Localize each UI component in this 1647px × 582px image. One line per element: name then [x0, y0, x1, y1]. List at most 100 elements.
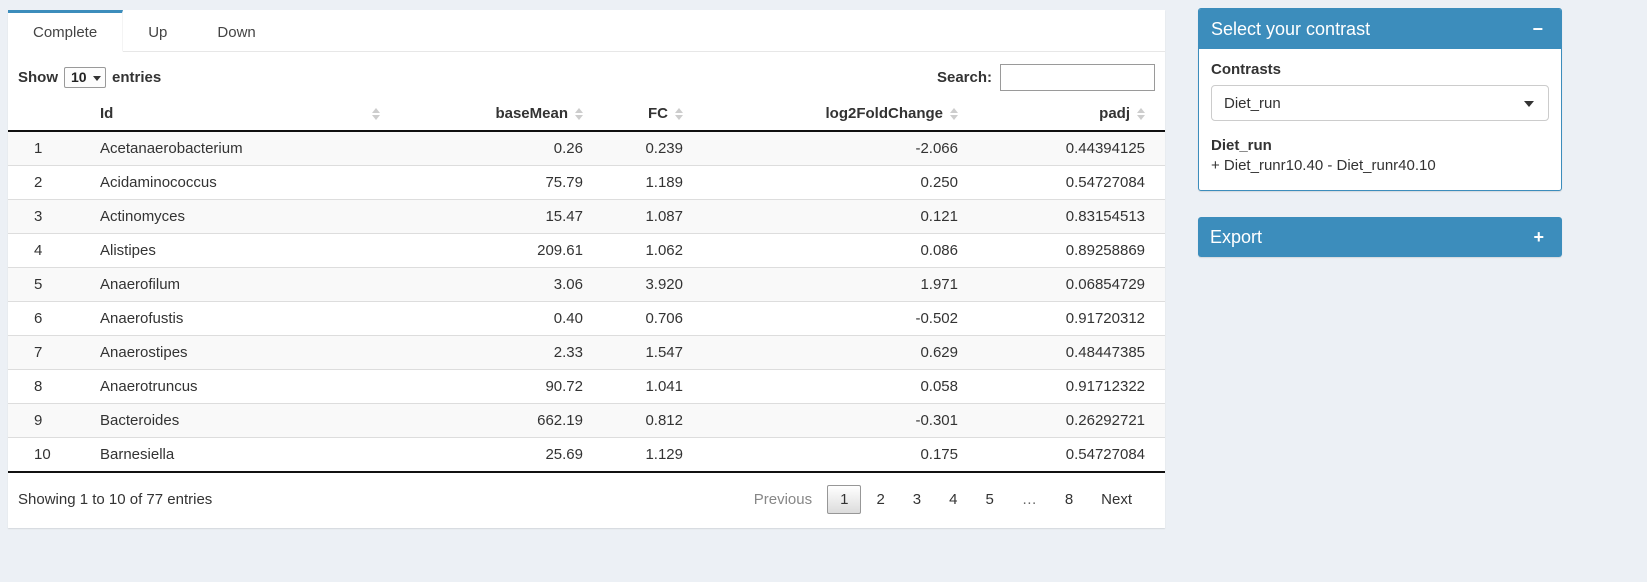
- column-header-basemean[interactable]: baseMean: [390, 99, 593, 132]
- sidebar: Select your contrast − Contrasts Diet_ru…: [1198, 8, 1562, 283]
- pagination-page[interactable]: 2: [876, 491, 885, 508]
- row-index: 9: [8, 403, 90, 438]
- cell-log2foldchange: -2.066: [693, 131, 968, 166]
- cell-id: Acidaminococcus: [90, 165, 390, 200]
- pagination-page[interactable]: 5: [985, 491, 994, 508]
- cell-fc: 1.189: [593, 165, 693, 200]
- table-row[interactable]: 9 Bacteroides 662.19 0.812 -0.301 0.26292721: [8, 403, 1165, 438]
- cell-fc: 1.547: [593, 335, 693, 370]
- page: Complete Up Down Show 10 entries Search:: [8, 8, 1562, 528]
- cell-id: Alistipes: [90, 233, 390, 268]
- column-header-id[interactable]: Id: [90, 99, 390, 132]
- cell-fc: 1.129: [593, 437, 693, 473]
- cell-id: Bacteroides: [90, 403, 390, 438]
- page-length-select[interactable]: 10: [64, 67, 106, 88]
- cell-fc: 0.706: [593, 301, 693, 336]
- datatable-controls: Show 10 entries Search:: [8, 62, 1165, 99]
- row-index: 3: [8, 199, 90, 234]
- column-header-log2foldchange[interactable]: log2FoldChange: [693, 99, 968, 132]
- row-index: 5: [8, 267, 90, 302]
- table-row[interactable]: 3 Actinomyces 15.47 1.087 0.121 0.83154513: [8, 199, 1165, 234]
- column-label: baseMean: [495, 105, 568, 122]
- column-header-padj[interactable]: padj: [968, 99, 1165, 132]
- results-table: Id baseMean FC: [8, 99, 1165, 473]
- sort-icon: [950, 107, 958, 120]
- cell-padj: 0.89258869: [968, 233, 1165, 268]
- cell-padj: 0.48447385: [968, 335, 1165, 370]
- row-index: 2: [8, 165, 90, 200]
- cell-basemean: 0.40: [390, 301, 593, 336]
- cell-basemean: 209.61: [390, 233, 593, 268]
- pagination-page[interactable]: 3: [912, 491, 922, 508]
- cell-log2foldchange: 0.086: [693, 233, 968, 268]
- pagination-page[interactable]: 4: [949, 491, 958, 508]
- datatable-footer: Showing 1 to 10 of 77 entries Previous 1…: [8, 473, 1165, 514]
- sort-icon: [675, 107, 683, 120]
- column-label: FC: [648, 105, 668, 122]
- cell-basemean: 75.79: [390, 165, 593, 200]
- row-index: 10: [8, 437, 90, 473]
- page-length-control: Show 10 entries: [18, 67, 161, 88]
- cell-padj: 0.26292721: [968, 403, 1165, 438]
- table-row[interactable]: 1 Acetanaerobacterium 0.26 0.239 -2.066 0.443…: [8, 131, 1165, 166]
- cell-padj: 0.06854729: [968, 267, 1165, 302]
- cell-id: Anaerofustis: [90, 301, 390, 336]
- cell-basemean: 3.06: [390, 267, 593, 302]
- search-input[interactable]: [1000, 64, 1155, 91]
- search-control: Search:: [937, 64, 1155, 91]
- table-row[interactable]: 5 Anaerofilum 3.06 3.920 1.971 0.06854729: [8, 267, 1165, 302]
- cell-padj: 0.91712322: [968, 369, 1165, 404]
- cell-id: Anaerofilum: [90, 267, 390, 302]
- tab-complete[interactable]: Complete: [8, 10, 124, 52]
- contrast-box-body: Contrasts Diet_run Diet_run + Diet_runr1…: [1199, 49, 1561, 190]
- chevron-down-icon: [1524, 101, 1534, 107]
- export-box-title: Export: [1210, 226, 1263, 247]
- table-row[interactable]: 8 Anaerotruncus 90.72 1.041 0.058 0.91712322: [8, 369, 1165, 404]
- cell-basemean: 25.69: [390, 437, 593, 473]
- cell-log2foldchange: -0.301: [693, 403, 968, 438]
- page-length-select-wrap: 10: [64, 67, 106, 88]
- contrast-box: Select your contrast − Contrasts Diet_ru…: [1198, 8, 1562, 191]
- table-body: 1 Acetanaerobacterium 0.26 0.239 -2.066 0.443…: [8, 131, 1165, 473]
- contrast-dropdown[interactable]: Diet_run: [1211, 85, 1549, 121]
- table-row[interactable]: 6 Anaerofustis 0.40 0.706 -0.502 0.91720312: [8, 301, 1165, 336]
- row-index: 7: [8, 335, 90, 370]
- contrast-formula: + Diet_runr10.40 - Diet_runr40.10: [1211, 157, 1436, 174]
- pagination-page[interactable]: 1: [827, 485, 862, 514]
- cell-fc: 1.041: [593, 369, 693, 404]
- row-index: 4: [8, 233, 90, 268]
- cell-log2foldchange: -0.502: [693, 301, 968, 336]
- export-box-header: Export +: [1198, 217, 1562, 257]
- table-header-row: Id baseMean FC: [8, 99, 1165, 132]
- cell-id: Anaerotruncus: [90, 369, 390, 404]
- cell-basemean: 662.19: [390, 403, 593, 438]
- column-label: log2FoldChange: [825, 105, 944, 122]
- pagination-previous[interactable]: Previous: [753, 491, 813, 508]
- cell-id: Barnesiella: [90, 437, 390, 473]
- expand-plus-icon[interactable]: +: [1527, 226, 1550, 248]
- tab-content-complete: Show 10 entries Search:: [8, 52, 1165, 514]
- cell-log2foldchange: 0.121: [693, 199, 968, 234]
- tab-down[interactable]: Down: [217, 24, 256, 41]
- collapse-minus-icon[interactable]: −: [1526, 18, 1549, 40]
- table-row[interactable]: 10 Barnesiella 25.69 1.129 0.175 0.54727084: [8, 437, 1165, 473]
- cell-log2foldchange: 0.629: [693, 335, 968, 370]
- cell-fc: 0.239: [593, 131, 693, 166]
- tab-up[interactable]: Up: [148, 24, 168, 41]
- column-header-fc[interactable]: FC: [593, 99, 693, 132]
- cell-basemean: 15.47: [390, 199, 593, 234]
- column-label: padj: [1099, 105, 1130, 122]
- tab-bar: Complete Up Down: [8, 10, 1165, 52]
- pagination-next[interactable]: Next: [1101, 491, 1132, 508]
- table-row[interactable]: 2 Acidaminococcus 75.79 1.189 0.250 0.5472708…: [8, 165, 1165, 200]
- pagination-page[interactable]: 8: [1064, 491, 1074, 508]
- table-row[interactable]: 7 Anaerostipes 2.33 1.547 0.629 0.48447385: [8, 335, 1165, 370]
- cell-id: Anaerostipes: [90, 335, 390, 370]
- table-row[interactable]: 4 Alistipes 209.61 1.062 0.086 0.89258869: [8, 233, 1165, 268]
- cell-fc: 3.920: [593, 267, 693, 302]
- sort-icon: [1137, 107, 1145, 120]
- cell-fc: 1.087: [593, 199, 693, 234]
- cell-basemean: 0.26: [390, 131, 593, 166]
- cell-padj: 0.54727084: [968, 437, 1165, 473]
- cell-padj: 0.54727084: [968, 165, 1165, 200]
